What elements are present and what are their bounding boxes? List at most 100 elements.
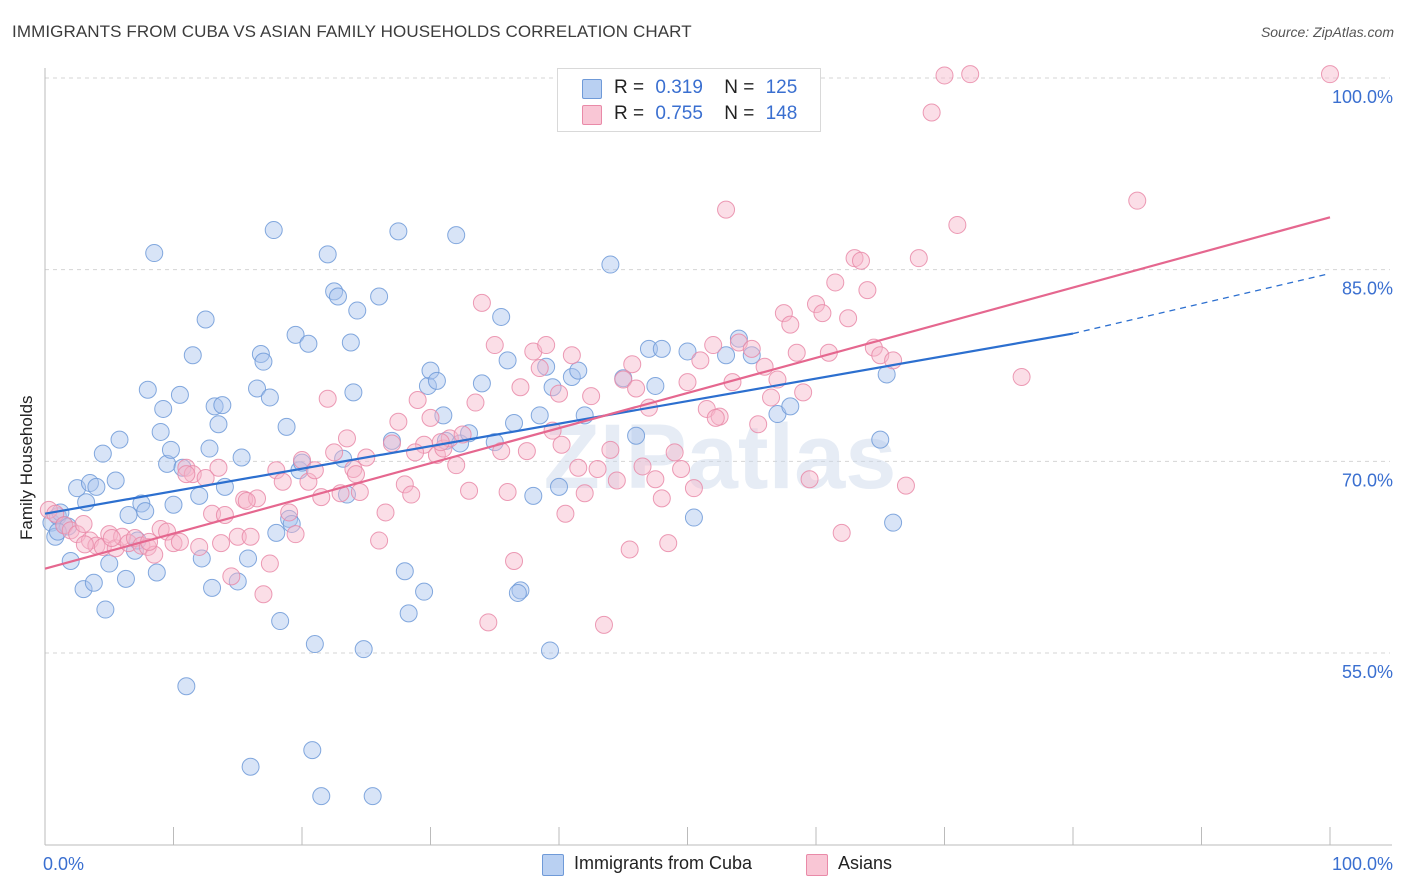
data-point xyxy=(161,440,180,459)
data-point xyxy=(447,226,466,245)
y-tick-label: 100.0% xyxy=(1332,87,1393,107)
data-point xyxy=(550,477,568,496)
data-point xyxy=(871,430,890,449)
data-point xyxy=(627,426,646,445)
regression-lines xyxy=(44,216,1331,570)
data-point xyxy=(691,351,710,370)
data-point xyxy=(271,612,290,631)
data-point xyxy=(241,757,260,776)
data-point xyxy=(524,486,543,505)
data-point xyxy=(260,554,279,573)
data-point xyxy=(415,582,434,601)
data-point xyxy=(200,439,219,458)
data-point xyxy=(395,562,414,581)
data-point xyxy=(620,540,639,559)
data-point xyxy=(192,549,211,568)
data-point xyxy=(170,385,189,404)
n-label: N = xyxy=(724,103,755,124)
data-point xyxy=(537,357,556,376)
data-point xyxy=(406,443,425,462)
data-point xyxy=(729,329,748,348)
data-point xyxy=(530,406,549,425)
n-value: 125 xyxy=(765,77,798,98)
data-point xyxy=(341,333,360,352)
data-point xyxy=(623,355,642,374)
data-point xyxy=(286,325,305,344)
r-value: 0.755 xyxy=(655,103,703,124)
legend-swatch-cuba xyxy=(582,79,602,99)
data-point xyxy=(158,454,177,473)
legend-label-asians: Asians xyxy=(838,853,893,873)
data-point xyxy=(421,361,440,380)
data-point xyxy=(665,443,684,462)
data-point xyxy=(896,476,915,495)
data-point xyxy=(190,537,209,556)
x-tick-label: 100.0% xyxy=(1332,854,1393,874)
data-point xyxy=(318,245,337,264)
data-point xyxy=(562,368,581,386)
data-point xyxy=(884,513,903,532)
data-point xyxy=(299,472,318,491)
data-point xyxy=(569,361,588,380)
data-point xyxy=(639,339,658,358)
source-credit: Source: ZipAtlas.com xyxy=(1260,24,1394,40)
data-point xyxy=(492,442,511,461)
data-point xyxy=(684,479,703,498)
data-point xyxy=(170,532,189,551)
data-point xyxy=(948,215,967,234)
data-point xyxy=(402,485,421,504)
data-point xyxy=(408,391,427,409)
data-point xyxy=(370,287,389,306)
data-point xyxy=(87,477,106,496)
data-point xyxy=(260,388,279,407)
legend-stats-cuba: R = 0.319 N = 125 xyxy=(614,77,797,99)
data-point xyxy=(935,66,954,85)
data-point xyxy=(147,563,166,582)
n-value: 148 xyxy=(765,103,798,124)
data-point xyxy=(601,440,620,459)
data-point xyxy=(552,435,571,454)
data-point xyxy=(472,293,491,312)
data-point xyxy=(851,251,870,270)
data-point xyxy=(431,433,450,452)
data-point xyxy=(164,495,183,514)
data-point xyxy=(277,417,296,436)
data-point xyxy=(84,573,103,592)
data-point xyxy=(325,443,344,462)
data-point xyxy=(389,222,408,241)
data-point xyxy=(627,379,646,398)
x-tick-label: 0.0% xyxy=(43,854,84,874)
data-point xyxy=(248,489,267,508)
data-point xyxy=(762,388,781,407)
data-point xyxy=(582,387,601,406)
data-point xyxy=(706,408,725,427)
gridlines xyxy=(45,77,1390,654)
data-point xyxy=(543,378,562,397)
data-point xyxy=(742,346,761,365)
data-point xyxy=(209,415,228,434)
data-point xyxy=(794,383,813,402)
data-point xyxy=(460,481,479,500)
data-point xyxy=(337,429,356,448)
data-point xyxy=(248,379,267,398)
data-point xyxy=(498,351,517,370)
data-point xyxy=(299,334,318,353)
data-point xyxy=(517,442,536,461)
data-point xyxy=(1012,368,1031,386)
data-point xyxy=(505,414,524,432)
data-point xyxy=(286,525,305,544)
data-point xyxy=(354,640,373,659)
data-point xyxy=(93,444,112,463)
data-point xyxy=(382,434,401,453)
data-point xyxy=(742,339,761,358)
data-point xyxy=(633,457,652,476)
data-point xyxy=(74,580,93,599)
data-point xyxy=(395,475,414,494)
data-point xyxy=(530,359,549,378)
data-point xyxy=(569,458,588,477)
data-point xyxy=(350,483,369,501)
data-point xyxy=(646,470,665,489)
data-point xyxy=(594,615,613,634)
data-point xyxy=(154,399,173,418)
